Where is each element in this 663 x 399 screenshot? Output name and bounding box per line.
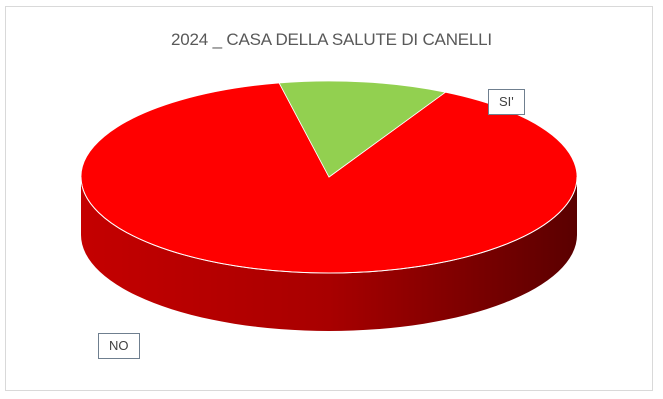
data-label-no: NO — [98, 333, 140, 359]
chart-title: 2024 _ CASA DELLA SALUTE DI CANELLI — [171, 30, 492, 49]
pie-rim-highlight — [80, 176, 578, 274]
slice-side-no — [81, 177, 577, 331]
data-label-si: SI' — [488, 89, 525, 115]
slice-si — [278, 80, 447, 178]
